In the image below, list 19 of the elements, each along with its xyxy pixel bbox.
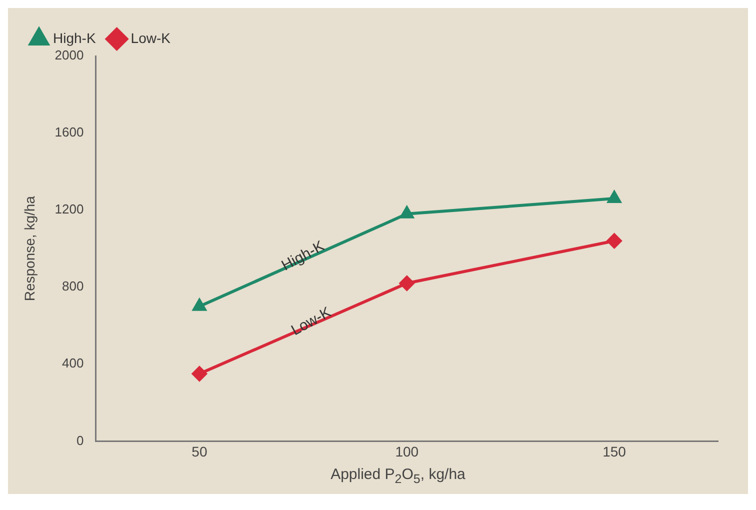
y-tick-label: 0 [76,432,84,448]
y-tick-label: 1200 [54,202,84,217]
y-tick-label: 400 [62,356,84,371]
point [192,366,207,382]
y-tick-label: 1600 [54,124,84,140]
y-axis-title: Response, kg/ha [21,196,38,302]
x-tick-label: 150 [602,443,626,460]
x-tick-label: 50 [192,443,208,460]
point [192,298,206,311]
y-tick-label: 2000 [54,48,84,63]
point [608,191,621,204]
point [399,276,414,291]
point [400,206,414,218]
x-axis-title: Applied P$_{2}$O$_{5}$, kg/ha [330,465,466,488]
legend-label: High-K [53,30,96,46]
legend-label: Low-K [130,30,172,46]
y-tick-label: 800 [62,278,84,294]
point [606,233,622,248]
x-tick-label: 100 [395,443,419,460]
